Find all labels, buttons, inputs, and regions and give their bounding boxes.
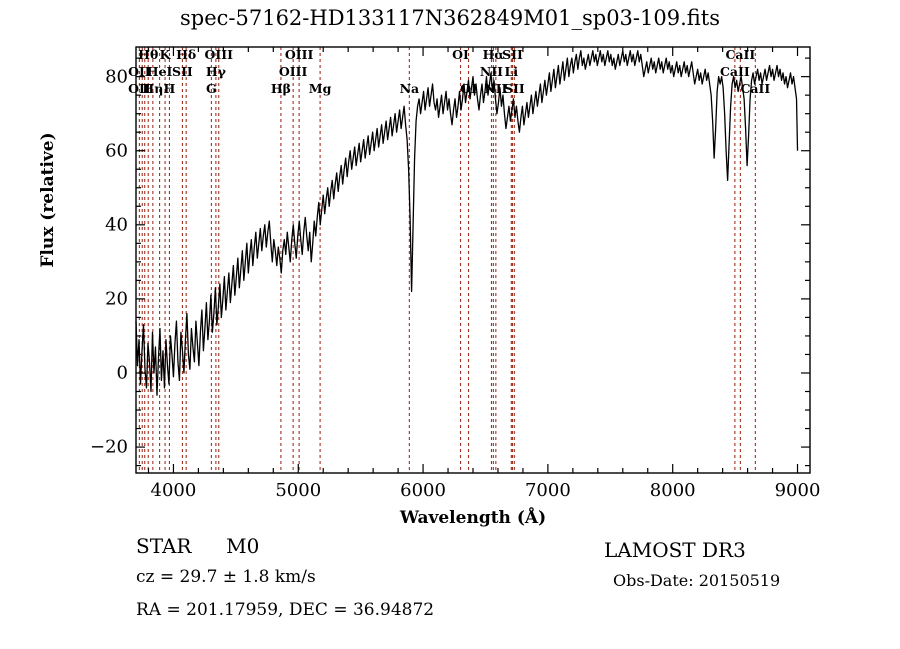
x-tick-label: 7000 <box>524 480 571 501</box>
y-tick-label: 40 <box>105 214 128 236</box>
spectral-line-label: Hβ <box>270 81 291 96</box>
spectral-line-label: OIII <box>204 47 233 62</box>
redshift-velocity: cz = 29.7 ± 1.8 km/s <box>136 567 316 587</box>
spectral-line-label: OI <box>460 81 477 96</box>
y-tick-label: 0 <box>116 362 128 384</box>
spectral-line-label: Hγ <box>205 64 226 79</box>
spectral-line-label: SII <box>502 47 523 62</box>
page-title: spec-57162-HD133117N362849M01_sp03-109.f… <box>179 6 720 30</box>
object-classification: STAR M0 <box>136 534 259 558</box>
spectral-line-label: K <box>159 47 171 62</box>
spectral-line-label: Hθ <box>138 47 159 62</box>
y-tick-label: −20 <box>90 436 128 458</box>
y-tick-label: 60 <box>105 140 128 162</box>
spectral-line-label: Mg <box>308 81 332 96</box>
survey-name: LAMOST DR3 <box>604 538 746 562</box>
spectral-line-label: NII <box>479 64 504 79</box>
x-tick-label: 5000 <box>275 480 322 501</box>
spectral-line-label: CaII <box>719 64 750 79</box>
spectral-line-label: Hδ <box>176 47 197 62</box>
spectral-line-label: OIII <box>284 47 314 62</box>
spectral-line-label: CaII <box>740 81 771 96</box>
spectral-line-label: OIII <box>278 64 308 79</box>
x-axis-label: Wavelength (Å) <box>399 508 547 528</box>
y-axis-label: Flux (relative) <box>38 132 58 268</box>
observation-date: Obs-Date: 20150519 <box>613 571 781 590</box>
y-tick-label: 80 <box>105 66 128 88</box>
x-tick-label: 6000 <box>400 480 446 501</box>
spectral-line-label: OII <box>128 81 151 96</box>
object-type: STAR <box>136 534 192 558</box>
spectral-class: M0 <box>226 534 260 558</box>
spectral-line-label: Li <box>504 64 519 79</box>
spectral-line-label: Hα <box>482 47 505 62</box>
spectral-line-label: OII <box>128 64 151 79</box>
spectral-line-label: OI <box>452 47 469 62</box>
spectral-line-label: Na <box>399 81 420 96</box>
spectral-line-label: HeI <box>146 64 173 79</box>
spectral-line-label: H <box>163 81 176 96</box>
spectral-line-label: G <box>206 81 217 96</box>
x-tick-label: 4000 <box>150 480 197 501</box>
x-tick-label: 8000 <box>649 480 696 501</box>
sky-coordinates: RA = 201.17959, DEC = 36.94872 <box>136 600 435 620</box>
x-tick-label: 9000 <box>774 480 821 501</box>
y-tick-label: 20 <box>105 288 128 310</box>
spectral-line-label: NII <box>484 81 508 96</box>
spectral-line-label: SII <box>172 64 193 79</box>
spectral-line-label: CaII <box>725 47 756 62</box>
spectral-line-label: SII <box>503 81 525 96</box>
spectral-line-label: Hη <box>142 81 164 96</box>
